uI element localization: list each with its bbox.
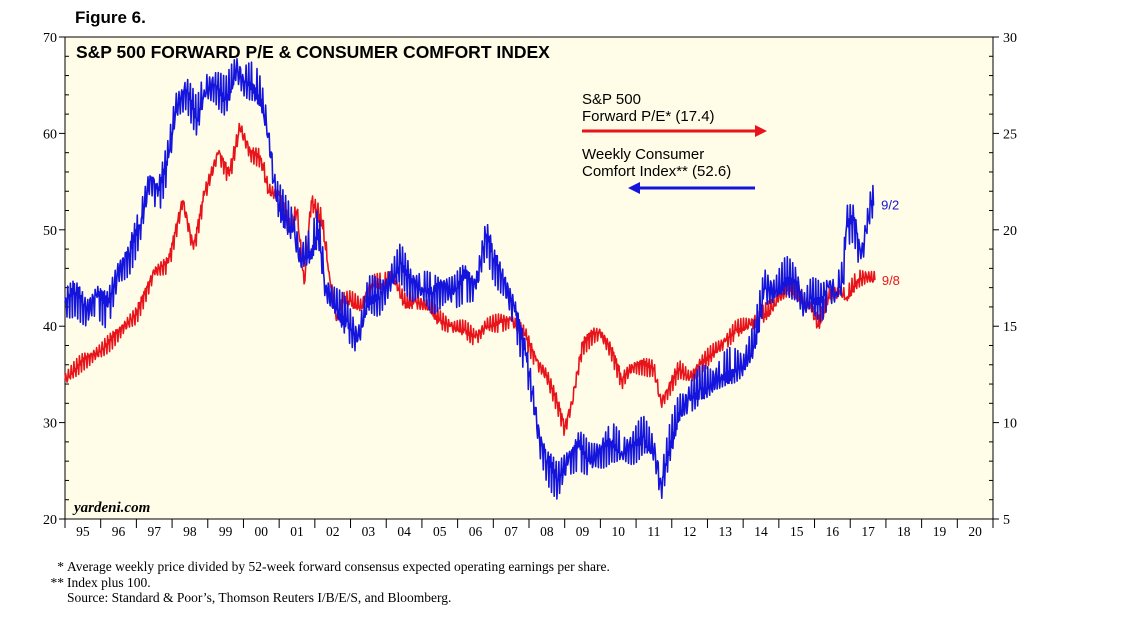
footnote-2: ** Index plus 100. <box>38 575 610 591</box>
legend-label: Weekly Consumer <box>582 146 704 163</box>
watermark: yardeni.com <box>72 500 150 516</box>
arrow-right-icon <box>755 125 767 137</box>
forward-pe-end-label: 9/8 <box>882 273 900 288</box>
x-axis-tick-label: 12 <box>683 524 697 539</box>
x-axis-tick-label: 18 <box>897 524 911 539</box>
x-axis-tick-label: 11 <box>647 524 660 539</box>
right-axis-tick-label: 25 <box>1003 127 1017 142</box>
arrow-left-icon <box>628 182 640 194</box>
x-axis-tick-label: 14 <box>754 524 768 539</box>
legend-label: Comfort Index** (52.6) <box>582 163 731 180</box>
consumer-comfort-line <box>64 58 875 500</box>
right-axis-tick-label: 30 <box>1003 31 1017 46</box>
consumer-comfort-end-label: 9/2 <box>881 198 899 213</box>
x-axis-tick-label: 98 <box>183 524 197 539</box>
x-axis-tick-label: 05 <box>433 524 447 539</box>
figure-label: Figure 6. <box>75 8 146 27</box>
footnote-source: Source: Standard & Poor’s, Thomson Reute… <box>38 590 610 606</box>
x-axis-tick-label: 01 <box>290 524 304 539</box>
legend-label: S&P 500 <box>582 91 641 108</box>
x-axis-tick-label: 04 <box>397 524 411 539</box>
x-axis-tick-label: 20 <box>968 524 982 539</box>
x-axis-tick-label: 02 <box>326 524 340 539</box>
x-axis-tick-label: 17 <box>861 524 875 539</box>
x-axis-tick-label: 97 <box>147 524 161 539</box>
right-axis-tick-label: 5 <box>1003 513 1010 528</box>
x-axis-tick-label: 10 <box>611 524 625 539</box>
left-axis-tick-label: 60 <box>43 127 57 142</box>
x-axis-tick-label: 15 <box>790 524 804 539</box>
right-axis-tick-label: 10 <box>1003 417 1017 432</box>
x-axis-tick-label: 00 <box>255 524 269 539</box>
x-axis-tick-label: 03 <box>362 524 376 539</box>
series-layer <box>64 58 876 500</box>
left-axis-tick-label: 40 <box>43 320 57 335</box>
forward-pe-line <box>64 122 876 436</box>
footnote-1: * Average weekly price divided by 52-week… <box>38 559 610 575</box>
x-axis-tick-label: 07 <box>504 524 518 539</box>
x-axis-tick-label: 99 <box>219 524 233 539</box>
chart-title: S&P 500 FORWARD P/E & CONSUMER COMFORT I… <box>76 42 550 62</box>
footnote-mark: ** <box>50 574 65 590</box>
x-axis-tick-label: 08 <box>540 524 554 539</box>
x-axis-tick-label: 06 <box>469 524 483 539</box>
x-axis-tick-label: 19 <box>933 524 947 539</box>
x-axis-tick-label: 96 <box>112 524 126 539</box>
footnote-text: Average weekly price divided by 52-week … <box>67 559 610 574</box>
footnote-mark: * <box>57 559 64 574</box>
footnote-text: Source: Standard & Poor’s, Thomson Reute… <box>67 590 452 605</box>
left-axis-tick-label: 70 <box>43 31 57 46</box>
left-axis-tick-label: 30 <box>43 417 57 432</box>
legend-label: Forward P/E* (17.4) <box>582 108 715 125</box>
right-axis-tick-label: 15 <box>1003 320 1017 335</box>
left-axis-tick-label: 50 <box>43 224 57 239</box>
x-axis-tick-label: 09 <box>576 524 590 539</box>
x-axis-tick-label: 16 <box>826 524 840 539</box>
x-axis-tick-label: 13 <box>719 524 733 539</box>
footnotes: * Average weekly price divided by 52-week… <box>38 559 610 606</box>
right-axis-tick-label: 20 <box>1003 224 1017 239</box>
footnote-text: Index plus 100. <box>67 574 151 590</box>
x-axis-tick-label: 95 <box>76 524 90 539</box>
left-axis-tick-label: 20 <box>43 513 57 528</box>
end-labels: 9/8 9/2 <box>881 198 900 288</box>
